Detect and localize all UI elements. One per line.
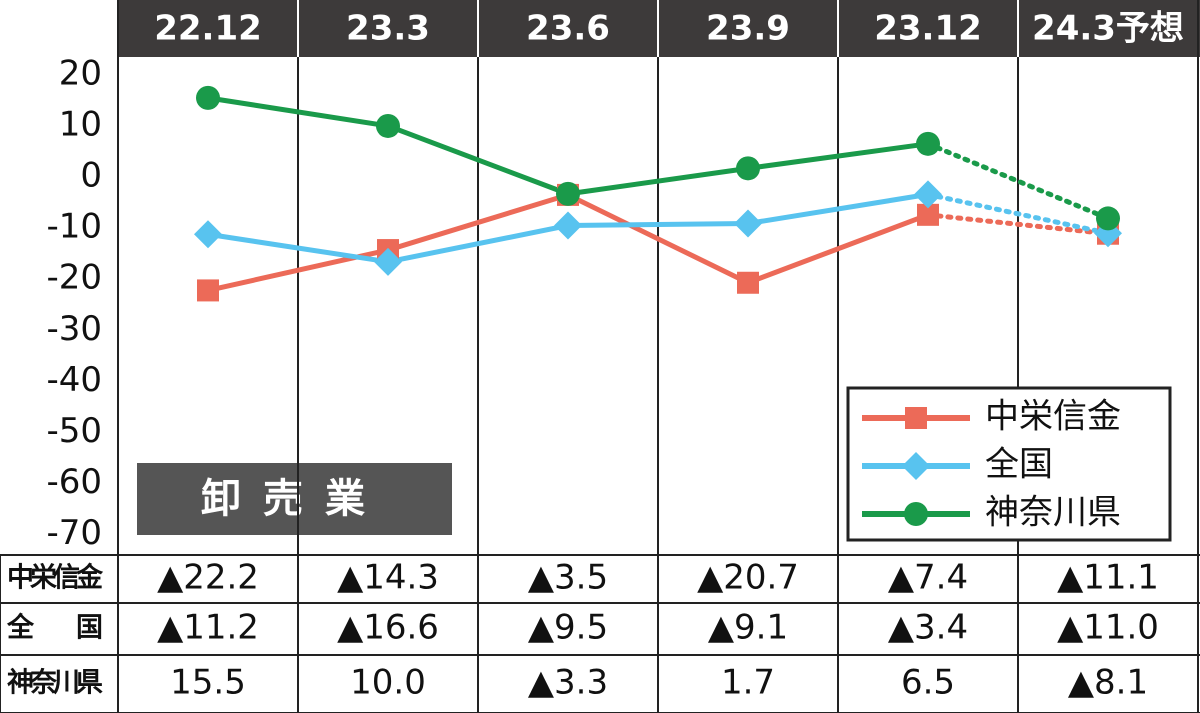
legend-marker [904, 502, 928, 526]
table-value: ▲3.3 [528, 663, 608, 703]
marker [197, 279, 219, 302]
marker [376, 113, 400, 138]
marker [917, 203, 939, 226]
table-value: ▲3.4 [888, 608, 968, 648]
marker [734, 209, 762, 238]
series-line [925, 191, 1111, 236]
table-value: ▲14.3 [337, 558, 439, 598]
legend-label: 神奈川県 [985, 493, 1121, 533]
y-tick-label: -60 [46, 462, 102, 502]
y-tick-label: -40 [46, 360, 102, 400]
y-tick-label: -70 [46, 513, 102, 553]
y-tick-label: -20 [46, 258, 102, 298]
series-line [925, 212, 1111, 237]
marker [374, 247, 402, 276]
x-tick-label: 22.12 [154, 9, 262, 49]
marker [194, 220, 222, 249]
table-value: ▲11.0 [1057, 608, 1159, 648]
series-line [925, 141, 1111, 221]
table-value: ▲22.2 [157, 558, 259, 598]
marker [916, 131, 940, 156]
x-tick-label: 23.6 [526, 9, 610, 49]
table-value: ▲7.4 [888, 558, 968, 598]
legend-label: 中栄信金 [985, 397, 1121, 437]
table-value: ▲9.5 [528, 608, 608, 648]
marker [737, 271, 759, 294]
table-value: 10.0 [350, 663, 426, 703]
y-tick-label: -10 [46, 207, 102, 247]
chart-label: 卸売業 [201, 476, 387, 522]
x-tick-label: 23.3 [346, 9, 430, 49]
table-value: 6.5 [901, 663, 955, 703]
y-tick-label: 20 [59, 53, 102, 93]
marker [556, 181, 580, 206]
table-value: ▲11.2 [157, 608, 259, 648]
marker [914, 180, 942, 209]
marker [1096, 206, 1120, 231]
table-value: ▲9.1 [708, 608, 788, 648]
label-box [137, 463, 452, 535]
x-tick-label: 23.12 [874, 9, 982, 49]
legend-marker [905, 407, 927, 429]
table-value: 1.7 [721, 663, 775, 703]
marker [196, 85, 220, 110]
table-value: ▲20.7 [697, 558, 799, 598]
y-tick-label: 10 [59, 104, 102, 144]
x-tick-label: 24.3予想 [1032, 9, 1184, 49]
table-value: ▲16.6 [337, 608, 439, 648]
legend-marker [902, 452, 930, 480]
table-value: ▲8.1 [1068, 663, 1148, 703]
row-label: 中栄信金 [7, 562, 104, 594]
table-value: 15.5 [170, 663, 246, 703]
marker [554, 211, 582, 240]
x-tick-label: 23.9 [706, 9, 790, 49]
y-tick-label: 0 [80, 156, 102, 196]
y-tick-label: -50 [46, 411, 102, 451]
marker [736, 156, 760, 181]
legend-label: 全国 [985, 445, 1053, 485]
table-value: ▲3.5 [528, 558, 608, 598]
table-value: ▲11.1 [1057, 558, 1159, 598]
y-tick-label: -30 [46, 309, 102, 349]
row-label: 神奈川県 [7, 668, 103, 699]
